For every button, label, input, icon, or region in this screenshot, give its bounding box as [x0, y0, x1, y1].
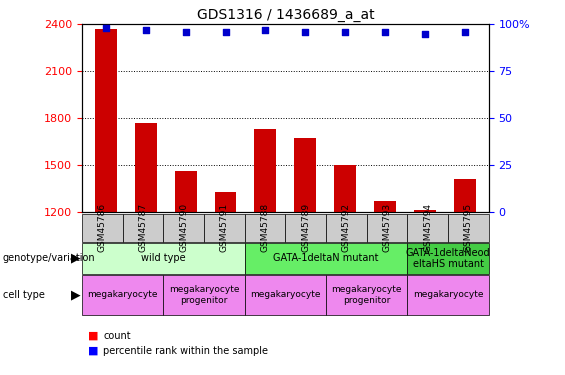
Title: GDS1316 / 1436689_a_at: GDS1316 / 1436689_a_at	[197, 8, 374, 22]
Text: cell type: cell type	[3, 290, 45, 300]
Bar	[294, 138, 316, 212]
Text: wild type: wild type	[141, 254, 185, 263]
Point	[380, 29, 389, 35]
Bar	[454, 179, 476, 212]
Text: count: count	[103, 331, 131, 340]
Bar	[215, 192, 237, 212]
Bar	[254, 129, 276, 212]
Bar	[334, 165, 356, 212]
Point	[141, 27, 150, 33]
Point	[460, 29, 470, 35]
Text: megakaryocyte: megakaryocyte	[250, 290, 320, 299]
Text: ▶: ▶	[71, 288, 81, 302]
Text: megakaryocyte: megakaryocyte	[413, 290, 483, 299]
Text: megakaryocyte: megakaryocyte	[88, 290, 158, 299]
Point	[341, 29, 350, 35]
Text: genotype/variation: genotype/variation	[3, 254, 95, 263]
Text: GSM45786: GSM45786	[98, 203, 107, 252]
Text: GSM45795: GSM45795	[464, 203, 473, 252]
Text: GSM45787: GSM45787	[138, 203, 147, 252]
Text: GSM45794: GSM45794	[423, 203, 432, 252]
Text: GSM45789: GSM45789	[301, 203, 310, 252]
Bar	[175, 171, 197, 212]
Text: GSM45793: GSM45793	[383, 203, 392, 252]
Text: GATA-1deltaNeod
eltaHS mutant: GATA-1deltaNeod eltaHS mutant	[406, 248, 490, 269]
Text: megakaryocyte
progenitor: megakaryocyte progenitor	[169, 285, 239, 304]
Bar	[135, 123, 157, 212]
Text: GSM45792: GSM45792	[342, 203, 351, 252]
Text: megakaryocyte
progenitor: megakaryocyte progenitor	[332, 285, 402, 304]
Point	[221, 29, 230, 35]
Bar	[414, 210, 436, 212]
Point	[101, 25, 110, 31]
Bar	[95, 29, 117, 212]
Text: ■: ■	[88, 331, 98, 340]
Point	[181, 29, 190, 35]
Text: ▶: ▶	[71, 252, 81, 265]
Text: GSM45788: GSM45788	[260, 203, 270, 252]
Point	[261, 27, 270, 33]
Text: GSM45791: GSM45791	[220, 203, 229, 252]
Text: GSM45790: GSM45790	[179, 203, 188, 252]
Point	[420, 31, 429, 37]
Text: GATA-1deltaN mutant: GATA-1deltaN mutant	[273, 254, 379, 263]
Text: percentile rank within the sample: percentile rank within the sample	[103, 346, 268, 355]
Text: ■: ■	[88, 346, 98, 355]
Bar	[374, 201, 396, 212]
Point	[301, 29, 310, 35]
